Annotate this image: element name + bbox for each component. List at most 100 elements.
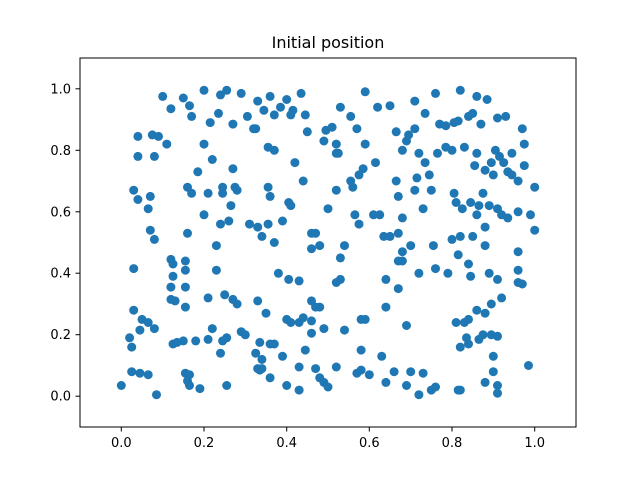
- scatter-point-133: [457, 204, 467, 214]
- scatter-point-102: [133, 195, 143, 204]
- scatter-point-182: [273, 268, 283, 278]
- scatter-point-293: [356, 365, 366, 375]
- scatter-point-17: [410, 96, 420, 106]
- scatter-point-229: [486, 299, 496, 309]
- scatter-point-120: [331, 185, 341, 195]
- scatter-point-167: [468, 231, 478, 241]
- scatter-point-207: [203, 293, 213, 303]
- scatter-point-42: [420, 108, 430, 118]
- scatter-point-290: [323, 382, 333, 392]
- scatter-point-132: [451, 198, 461, 207]
- scatter-point-62: [360, 139, 370, 149]
- scatter-point-79: [149, 151, 159, 161]
- scatter-point-174: [166, 254, 176, 264]
- scatter-point-186: [335, 253, 345, 263]
- y-tick-label-4: 0.8: [50, 144, 71, 159]
- scatter-point-124: [375, 210, 385, 220]
- scatter-point-28: [228, 119, 238, 129]
- x-tick-label-0: 0.0: [111, 436, 132, 451]
- x-tick-label-2: 0.4: [276, 436, 297, 451]
- scatter-point-295: [381, 377, 391, 387]
- scatter-point-171: [530, 225, 540, 235]
- scatter-point-154: [269, 238, 279, 247]
- scatter-point-39: [391, 127, 401, 137]
- scatter-point-172: [129, 264, 139, 274]
- scatter-point-38: [352, 124, 362, 134]
- scatter-point-283: [265, 373, 275, 383]
- scatter-point-206: [180, 302, 190, 312]
- scatter-point-255: [300, 345, 310, 355]
- scatter-point-106: [187, 188, 197, 198]
- scatter-point-194: [443, 268, 453, 278]
- scatter-point-230: [497, 293, 507, 303]
- scatter-point-160: [385, 231, 395, 241]
- scatter-point-239: [178, 336, 188, 346]
- scatter-point-94: [480, 165, 490, 175]
- scatter-point-284: [282, 381, 292, 390]
- scatter-point-82: [228, 164, 238, 174]
- scatter-point-242: [207, 324, 217, 334]
- scatter-point-26: [205, 118, 215, 128]
- x-tick-label-4: 0.8: [442, 436, 463, 451]
- scatter-point-253: [278, 351, 287, 361]
- scatter-point-69: [459, 142, 469, 152]
- scatter-point-109: [218, 182, 228, 192]
- scatter-point-261: [377, 351, 387, 361]
- scatter-point-218: [315, 302, 325, 312]
- scatter-point-151: [253, 222, 263, 232]
- scatter-point-304: [455, 385, 465, 395]
- scatter-point-121: [348, 182, 358, 192]
- scatter-point-247: [240, 330, 250, 340]
- scatter-point-148: [216, 219, 225, 229]
- scatter-point-113: [263, 182, 273, 192]
- scatter-point-170: [513, 247, 523, 257]
- scatter-point-83: [290, 158, 300, 168]
- scatter-point-196: [464, 259, 473, 269]
- scatter-point-50: [133, 131, 143, 141]
- scatter-point-200: [513, 265, 523, 275]
- scatter-point-70: [472, 148, 482, 158]
- scatter-point-65: [402, 136, 411, 146]
- scatter-point-258: [319, 324, 329, 334]
- y-tick-label-5: 1.0: [50, 82, 71, 97]
- scatter-point-136: [474, 201, 484, 211]
- scatter-point-138: [484, 201, 494, 211]
- points-layer: [116, 85, 540, 400]
- scatter-point-89: [412, 173, 422, 183]
- scatter-point-181: [211, 265, 221, 275]
- scatter-point-149: [224, 216, 234, 226]
- scatter-point-118: [298, 176, 308, 186]
- scatter-point-269: [116, 381, 126, 390]
- scatter-point-210: [232, 299, 242, 309]
- scatter-point-299: [414, 390, 424, 400]
- scatter-point-297: [402, 381, 411, 390]
- x-tick-label-5: 1.0: [524, 436, 545, 451]
- scatter-point-137: [478, 188, 488, 198]
- scatter-point-13: [346, 111, 356, 121]
- scatter-point-134: [466, 198, 476, 207]
- scatter-point-286: [294, 362, 304, 372]
- axes-frame: [79, 57, 577, 428]
- scatter-point-219: [331, 278, 341, 287]
- scatter-point-260: [356, 345, 366, 355]
- scatter-point-166: [455, 231, 465, 241]
- scatter-point-58: [302, 127, 312, 137]
- scatter-point-135: [472, 210, 482, 220]
- scatter-point-168: [480, 222, 490, 232]
- scatter-point-117: [286, 201, 296, 211]
- scatter-point-91: [424, 170, 434, 180]
- scatter-point-175: [180, 256, 190, 266]
- scatter-point-48: [468, 108, 478, 118]
- scatter-point-252: [269, 339, 279, 349]
- scatter-point-81: [207, 155, 217, 164]
- scatter-point-271: [135, 368, 145, 378]
- scatter-point-18: [431, 88, 440, 98]
- scatter-point-34: [286, 110, 296, 120]
- scatter-point-202: [517, 279, 527, 289]
- scatter-point-52: [154, 131, 163, 141]
- scatter-point-75: [507, 148, 517, 158]
- scatter-point-146: [183, 228, 192, 238]
- scatter-point-78: [133, 151, 143, 161]
- scatter-point-35: [300, 110, 310, 120]
